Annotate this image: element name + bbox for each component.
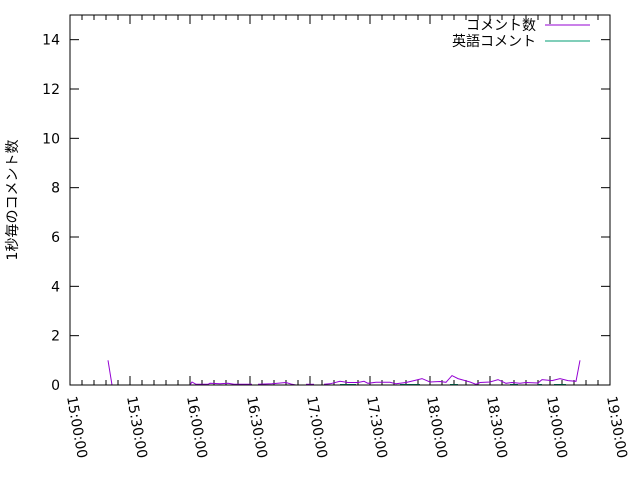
- y-tick-labels: 0 2 4 6 8 10 12 14: [42, 33, 60, 394]
- y-tick-label: 8: [51, 181, 60, 197]
- x-tick-labels: 15:00:00 15:30:00 16:00:00 16:30:00 17:00:00…: [63, 395, 630, 460]
- x-tick-label: 19:30:00: [603, 395, 630, 460]
- x-tick-label: 19:00:00: [543, 395, 570, 460]
- series-lines: [107, 360, 581, 386]
- series-line: [107, 360, 113, 386]
- y-tick-label: 6: [51, 230, 60, 246]
- y-tick-label: 4: [51, 279, 60, 295]
- x-tick-label: 18:30:00: [483, 395, 510, 460]
- y-axis-label: 1秒毎のコメント数: [5, 140, 21, 261]
- y-tick-label: 10: [42, 131, 60, 147]
- legend-label: コメント数: [466, 18, 536, 34]
- x-tick-label: 17:30:00: [363, 395, 390, 460]
- x-tick-label: 15:00:00: [63, 395, 90, 460]
- axis-ticks: [69, 15, 611, 386]
- y-tick-label: 14: [42, 33, 60, 49]
- series-line: [323, 360, 581, 385]
- x-tick-label: 18:00:00: [423, 395, 450, 460]
- x-tick-label: 15:30:00: [123, 395, 150, 460]
- x-tick-label: 16:00:00: [183, 395, 210, 460]
- series-line: [189, 381, 252, 386]
- legend-label: 英語コメント: [452, 33, 536, 50]
- y-tick-label: 2: [51, 329, 60, 345]
- x-tick-label: 17:00:00: [303, 395, 330, 460]
- plot-border: [69, 14, 611, 386]
- y-tick-label: 0: [51, 378, 60, 394]
- x-tick-label: 16:30:00: [243, 395, 270, 460]
- y-tick-label: 12: [42, 82, 60, 98]
